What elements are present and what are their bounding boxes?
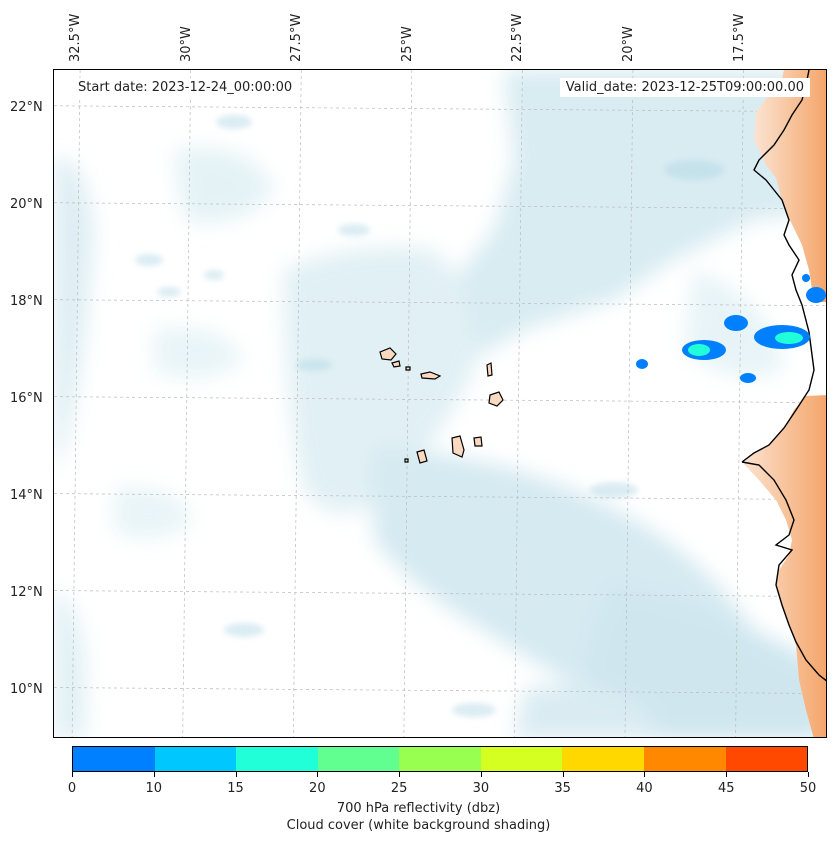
- colorbar-tick-label: 50: [799, 781, 817, 796]
- cape-verde-islands: [379, 347, 504, 464]
- colorbar-tickmark: [808, 772, 809, 777]
- reflectivity-colorbar: [72, 746, 808, 772]
- map-area: Start date: 2023-12-24_00:00:00 Valid_da…: [53, 69, 827, 738]
- colorbar-tick-label: 30: [472, 781, 490, 796]
- latitude-label: 20°N: [10, 196, 43, 212]
- colorbar-tickmark: [399, 772, 401, 777]
- colorbar-tickmark: [235, 772, 237, 777]
- valid-date-label: Valid_date: 2023-12-25T09:00:00.00: [559, 78, 810, 97]
- colorbar-swatch: [562, 747, 644, 771]
- colorbar-tick-label: 20: [309, 781, 326, 796]
- start-date-label: Start date: 2023-12-24_00:00:00: [72, 78, 299, 97]
- latitude-label: 14°N: [10, 487, 43, 503]
- colorbar-tick-label: 45: [717, 781, 735, 796]
- colorbar-tickmark: [153, 772, 155, 777]
- colorbar-tickmark: [72, 772, 73, 777]
- colorbar-swatch: [480, 747, 563, 771]
- latitude-label: 16°N: [10, 390, 43, 406]
- latitude-label: 12°N: [10, 584, 43, 600]
- colorbar-tick-label: 35: [554, 781, 571, 796]
- colorbar-swatch: [399, 747, 481, 771]
- latitude-label: 18°N: [10, 293, 43, 309]
- colorbar-swatch: [73, 747, 155, 771]
- colorbar-tickmark: [562, 772, 564, 777]
- colorbar-tickmark: [480, 772, 482, 777]
- longitude-label: 30°W: [178, 26, 194, 62]
- latitude-label: 22°N: [10, 99, 43, 115]
- reflectivity-cells: [636, 274, 826, 383]
- colorbar-tick-label: 25: [390, 781, 408, 796]
- cloud-specks: [135, 115, 724, 717]
- longitude-label: 25°W: [399, 26, 415, 62]
- colorbar-swatch: [643, 747, 726, 771]
- colorbar-swatch: [317, 747, 400, 771]
- colorbar-swatch: [725, 747, 808, 771]
- longitude-label: 22.5°W: [510, 13, 526, 62]
- colorbar-tick-label: 10: [145, 781, 163, 796]
- colorbar-swatch: [236, 747, 318, 771]
- longitude-label: 17.5°W: [731, 13, 747, 62]
- map-canvas: Start date: 2023-12-24_00:00:00 Valid_da…: [54, 70, 826, 737]
- colorbar-tickmark: [726, 772, 728, 777]
- african-coast: [741, 70, 826, 737]
- colorbar-swatch: [154, 747, 237, 771]
- latitude-label: 10°N: [10, 681, 43, 697]
- colorbar-tick-label: 40: [636, 781, 653, 796]
- colorbar-tickmark: [317, 772, 319, 777]
- colorbar-subtitle: Cloud cover (white background shading): [286, 818, 551, 833]
- longitude-label: 20°W: [620, 26, 636, 62]
- cloud-cover-layer: [54, 70, 826, 737]
- longitude-label: 32.5°W: [68, 13, 84, 62]
- colorbar-tick-label: 0: [67, 781, 77, 796]
- colorbar-title: 700 hPa reflectivity (dbz): [336, 801, 501, 816]
- colorbar-tickmark: [644, 772, 646, 777]
- colorbar-tick-label: 15: [227, 781, 244, 796]
- longitude-label: 27.5°W: [289, 13, 305, 62]
